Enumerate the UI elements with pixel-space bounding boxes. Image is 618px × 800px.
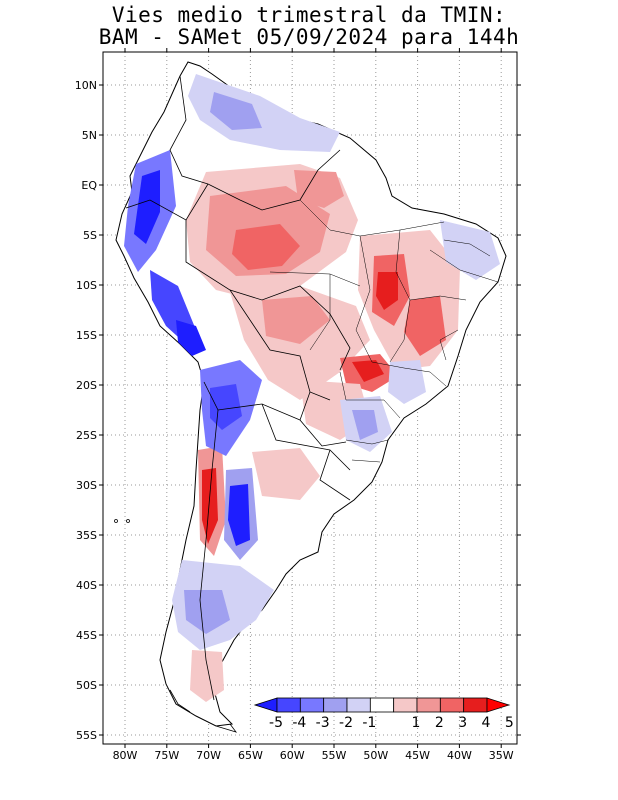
colorbar-swatch <box>299 697 325 713</box>
state-borders <box>269 199 499 463</box>
lat-label: 20S <box>76 379 97 392</box>
lat-label: 55S <box>76 729 97 742</box>
colorbar-label: -5 <box>269 715 283 731</box>
lat-label: 10N <box>75 79 97 92</box>
colorbar-swatch <box>276 697 301 713</box>
islands <box>114 519 238 733</box>
map-title-line1: Vies medio trimestral da TMIN: <box>111 3 507 27</box>
lat-label: 15S <box>76 329 97 342</box>
colorbar-swatch <box>416 697 441 713</box>
lat-label: 5N <box>82 129 97 142</box>
lat-label: 45S <box>76 629 97 642</box>
colorbar-label: 4 <box>482 715 491 731</box>
colorbar: -5 -4 -3 -2 -1 1 2 3 4 5 <box>253 697 514 731</box>
latitude-axis: 10N 5N EQ 5S 10S 15S 20S 25S 30S 35S 40S 45S 50S 55S <box>75 79 521 742</box>
colorbar-swatch <box>463 697 488 713</box>
longitude-axis: 80W 75W 70W 65W 60W 55W 50W 45W 40W 35W <box>113 48 514 762</box>
lat-label: 40S <box>76 579 97 592</box>
lat-label: 50S <box>76 679 97 692</box>
lon-label: 80W <box>113 749 138 762</box>
lon-label: 60W <box>280 749 305 762</box>
country-borders <box>125 75 351 701</box>
colorbar-label: 3 <box>458 715 467 731</box>
lat-label: 25S <box>76 429 97 442</box>
lon-label: 45W <box>405 749 430 762</box>
lon-label: 35W <box>489 749 514 762</box>
colorbar-label: -1 <box>362 715 376 731</box>
colorbar-label: -3 <box>316 715 330 731</box>
lat-label: 30S <box>76 479 97 492</box>
colorbar-swatch <box>323 697 348 713</box>
colorbar-label: 1 <box>412 715 421 731</box>
colorbar-label: 5 <box>505 715 514 731</box>
colorbar-label: -4 <box>292 715 306 731</box>
colorbar-arrow-high <box>486 697 511 713</box>
colorbar-swatch <box>369 697 395 713</box>
colorbar-swatch <box>393 697 418 713</box>
warm-bias-areas <box>164 164 460 702</box>
lon-label: 50W <box>363 749 388 762</box>
lat-label: EQ <box>81 179 97 192</box>
colorbar-label: 2 <box>435 715 444 731</box>
map-frame <box>102 51 518 745</box>
lat-label: 10S <box>76 279 97 292</box>
lon-label: 40W <box>447 749 472 762</box>
lon-label: 65W <box>238 749 263 762</box>
colorbar-swatch <box>439 697 465 713</box>
colorbar-swatch <box>346 697 371 713</box>
map-title-line2: BAM - SAMet 05/09/2024 para 144h <box>98 25 520 49</box>
lat-label: 5S <box>83 229 97 242</box>
colorbar-label: -2 <box>339 715 353 731</box>
lon-label: 55W <box>322 749 347 762</box>
lon-label: 70W <box>196 749 221 762</box>
lat-label: 35S <box>76 529 97 542</box>
lon-label: 75W <box>154 749 179 762</box>
